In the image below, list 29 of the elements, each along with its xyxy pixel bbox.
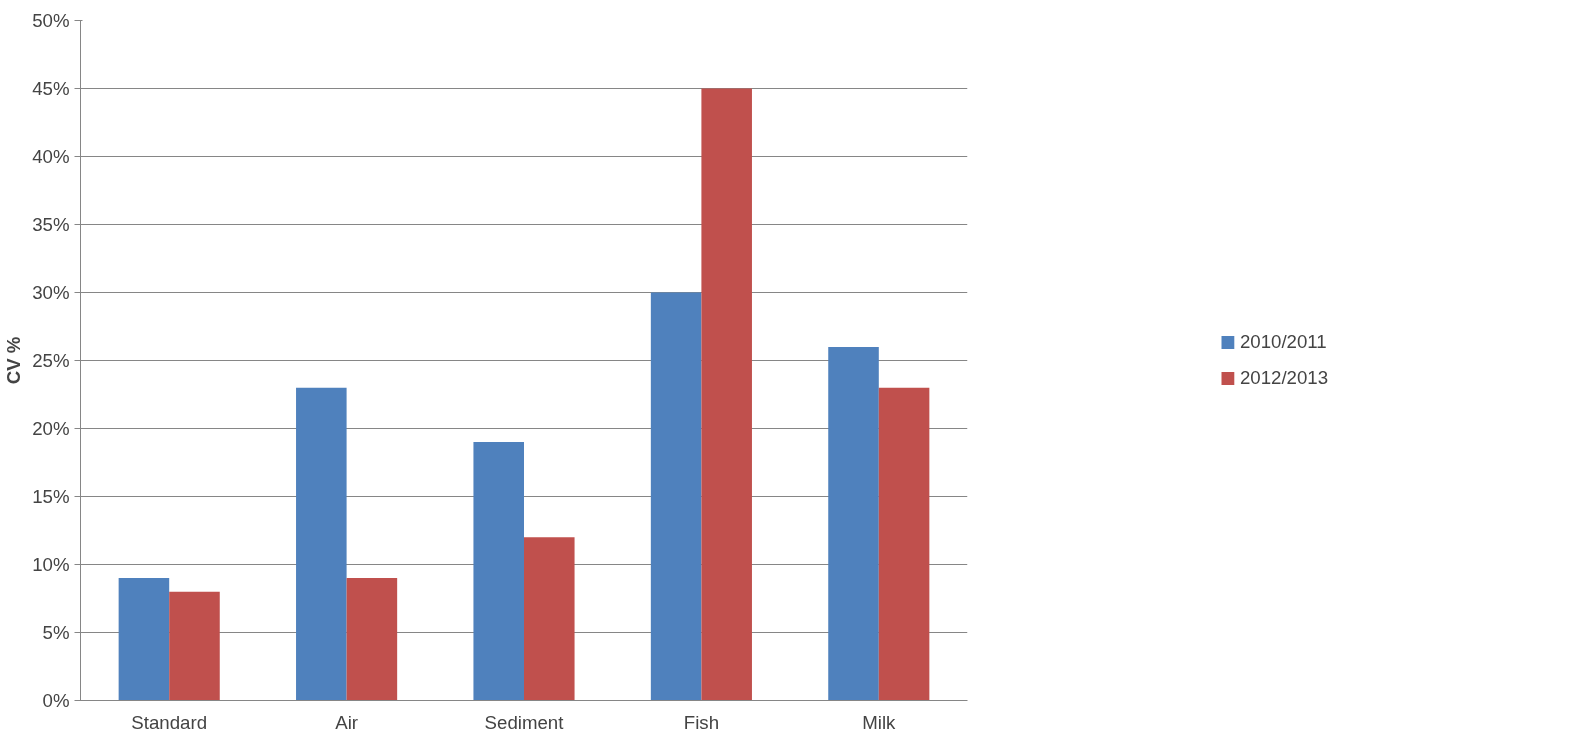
bar [118, 578, 170, 701]
bar [296, 387, 347, 701]
y-tick-label: 25% [32, 350, 70, 371]
bar [524, 537, 575, 701]
y-tick-label: 0% [42, 690, 70, 711]
y-tick-label: 35% [32, 214, 70, 235]
bar [346, 578, 398, 701]
legend-label: 2010/2011 [1239, 331, 1327, 353]
y-tick-label: 30% [32, 282, 70, 303]
x-tick-label: Standard [131, 711, 208, 733]
x-tick-label: Air [335, 711, 359, 733]
y-tick-label: 5% [42, 622, 70, 643]
x-tick-label: Fish [683, 711, 720, 733]
y-tick-label: 20% [32, 418, 70, 439]
y-tick-label: 40% [32, 146, 70, 167]
y-tick-label: 15% [32, 486, 70, 507]
bar [828, 346, 879, 701]
y-tick-label: 10% [32, 554, 70, 575]
bar [473, 442, 524, 701]
y-tick-label: 45% [32, 78, 70, 99]
y-axis-title: CV % [3, 336, 25, 385]
x-tick-label: Sediment [484, 711, 565, 733]
bar [701, 88, 752, 701]
bar [169, 591, 220, 701]
bar [878, 387, 930, 701]
x-tick-label: Milk [862, 711, 897, 733]
bar [650, 292, 702, 701]
y-tick-label: 50% [32, 10, 70, 31]
legend-label: 2012/2013 [1239, 367, 1329, 389]
